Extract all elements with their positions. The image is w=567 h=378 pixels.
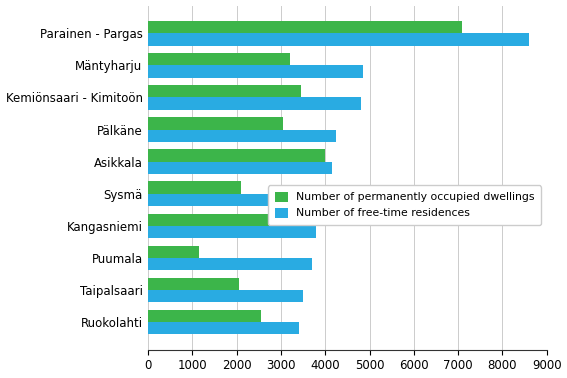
Bar (148, 310, 261, 322)
Bar (148, 65, 363, 77)
Bar (148, 85, 301, 98)
Bar (148, 149, 325, 162)
Bar (148, 246, 199, 258)
Bar (148, 21, 463, 33)
Bar (148, 162, 332, 174)
Bar (148, 33, 529, 46)
Bar (148, 322, 299, 334)
Bar (148, 290, 303, 302)
Legend: Number of permanently occupied dwellings, Number of free-time residences: Number of permanently occupied dwellings… (268, 185, 541, 225)
Bar (148, 98, 361, 110)
Bar (148, 130, 336, 142)
Bar (148, 118, 283, 130)
Bar (148, 181, 241, 194)
Bar (148, 278, 239, 290)
Bar (148, 194, 319, 206)
Bar (148, 214, 277, 226)
Bar (148, 258, 312, 270)
Bar (148, 226, 316, 238)
Bar (148, 53, 290, 65)
